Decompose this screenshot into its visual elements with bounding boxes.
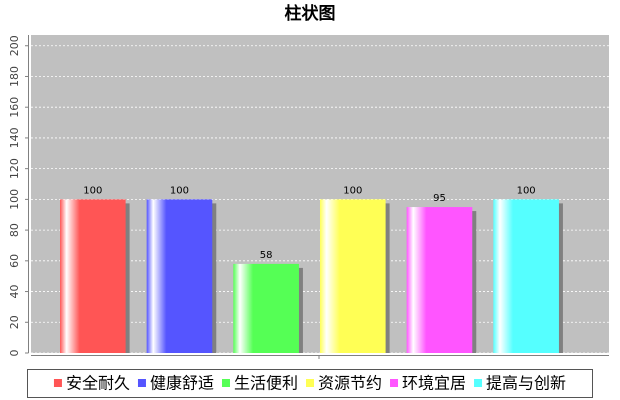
- legend-swatch: [306, 379, 314, 387]
- bar: [233, 263, 299, 353]
- bar: [320, 199, 386, 353]
- y-tick-label: 100: [8, 189, 21, 210]
- y-tick-label: 20: [8, 315, 21, 329]
- legend-items: 安全耐久 健康舒适 生活便利 资源节约 环境宜居 提高与创新: [53, 374, 566, 393]
- legend-swatch: [221, 379, 230, 387]
- y-tick-label: 180: [8, 66, 21, 87]
- y-tick-label: 0: [8, 350, 21, 357]
- y-tick-label: 140: [8, 127, 21, 148]
- legend-label: 提高与创新: [486, 374, 566, 393]
- chart-title: 柱状图: [285, 3, 336, 24]
- legend-label: 生活便利: [234, 374, 298, 393]
- legend-label: 资源节约: [318, 374, 382, 393]
- bar: [493, 199, 559, 353]
- value-label: 100: [343, 185, 362, 196]
- y-tick-label: 120: [8, 158, 21, 179]
- y-tick-label: 40: [8, 285, 21, 299]
- value-label: 100: [170, 185, 189, 196]
- y-tick-label: 80: [8, 223, 21, 237]
- value-label: 95: [433, 193, 446, 204]
- bar: [146, 199, 213, 353]
- value-label: 100: [517, 185, 536, 196]
- legend: [27, 369, 593, 398]
- y-tick-label: 60: [8, 254, 21, 268]
- value-label: 100: [83, 185, 102, 196]
- y-tick-label: 200: [8, 35, 21, 56]
- legend-swatch: [53, 379, 62, 387]
- legend-swatch: [474, 379, 483, 387]
- bar: [60, 199, 126, 353]
- legend-label: 健康舒适: [150, 374, 214, 393]
- value-label: 58: [260, 250, 273, 261]
- bar: [406, 207, 473, 353]
- legend-label: 安全耐久: [66, 374, 130, 393]
- y-tick-label: 160: [8, 97, 21, 118]
- legend-swatch: [390, 379, 399, 387]
- legend-label: 环境宜居: [402, 374, 466, 393]
- legend-swatch: [137, 379, 146, 387]
